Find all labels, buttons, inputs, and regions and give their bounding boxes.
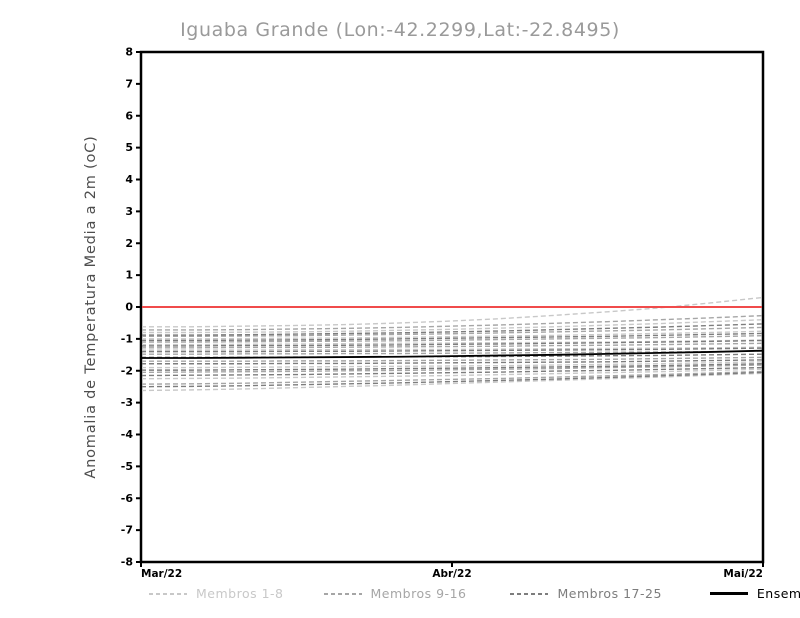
y-axis-tick-label: -2 [121,364,133,377]
legend-label: Membros 9-16 [370,586,467,601]
series-group [142,296,762,392]
x-axis-tick-label: Mar/22 [141,568,182,580]
legend-label: Membros 1-8 [196,586,284,601]
y-axis-tick-label: 0 [125,301,133,314]
y-axis-tick-label: -6 [121,492,134,505]
y-axis-tick-label: -4 [121,428,134,441]
legend-line-swatch [709,592,748,595]
legend-entry[interactable]: Membros 17-25 [510,586,661,601]
legend-line-swatch [149,592,187,595]
legend-label: Ensemble Mean [756,586,800,601]
y-axis-tick-label: -7 [121,524,133,537]
x-axis-tick-label: Abr/22 [432,568,471,580]
legend-label: Membros 17-25 [557,586,662,601]
y-axis-tick-label: 6 [125,109,133,122]
legend-line-swatch [323,592,362,595]
chart-legend: Membros 1-8 Membros 9-16 Membros 17-25 Ense… [141,586,800,601]
y-axis-tick-label: 4 [125,173,133,186]
y-axis-tick-label: 1 [125,269,133,282]
data-series-line [142,349,762,359]
y-axis-tick-label: 2 [125,237,133,250]
x-axis-tick-label: Mai/22 [723,568,763,580]
legend-line-swatch [510,592,549,595]
y-axis-tick-label: 3 [125,205,133,218]
legend-entry[interactable]: Membros 1-8 [149,586,284,601]
y-axis-tick-label: -5 [121,460,133,473]
chart-title: Iguaba Grande (Lon:-42.2299,Lat:-22.8495… [180,19,620,41]
legend-entry[interactable]: Membros 9-16 [323,586,467,601]
y-axis-tick-label: 5 [125,141,133,154]
y-axis-tick-label: 8 [125,46,133,59]
y-axis-tick-label: -8 [121,556,133,569]
y-axis-tick-label: 7 [125,77,133,90]
y-axis-tick-label: -3 [121,396,133,409]
y-axis-tick-label: -1 [121,332,133,345]
legend-entry[interactable]: Ensemble Mean [709,586,800,601]
